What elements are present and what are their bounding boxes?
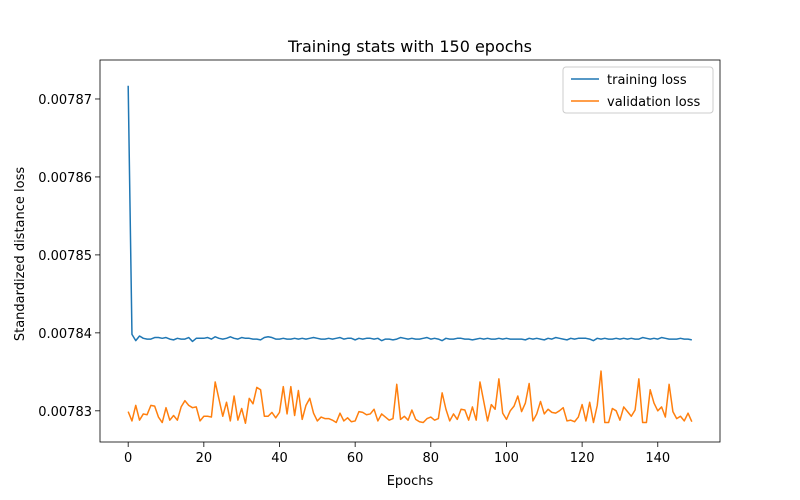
legend-box — [562, 66, 714, 114]
x-axis-label: Epochs — [387, 474, 434, 489]
plot-area: 0 20 40 60 80 100 120 140 0.00783 0.00784 0.00785 0… — [38, 59, 721, 466]
y-tick-label: 0.00785 — [38, 249, 92, 264]
x-tick-label: 80 — [423, 451, 440, 466]
x-tick-label: 140 — [645, 451, 670, 466]
series-line-validation-loss — [127, 370, 693, 425]
y-tick-label: 0.00784 — [38, 327, 92, 342]
x-tick-label: 120 — [570, 451, 595, 466]
series-line-training-loss — [127, 85, 692, 343]
legend-label: validation loss — [607, 95, 700, 110]
x-tick-label: 100 — [494, 451, 519, 466]
x-tick-label: 20 — [196, 451, 213, 466]
x-tick-label: 60 — [347, 451, 364, 466]
x-tick-label: 40 — [271, 451, 288, 466]
y-axis-label: Standardized distance loss — [13, 167, 28, 342]
axes-frame — [99, 59, 721, 443]
y-tick-label: 0.00786 — [38, 171, 92, 186]
y-tick-label: 0.00787 — [38, 93, 92, 108]
chart-title: Training stats with 150 epochs — [287, 37, 532, 56]
y-tick-label: 0.00783 — [38, 405, 92, 420]
x-tick-label: 0 — [124, 451, 132, 466]
legend-label: training loss — [607, 73, 687, 88]
